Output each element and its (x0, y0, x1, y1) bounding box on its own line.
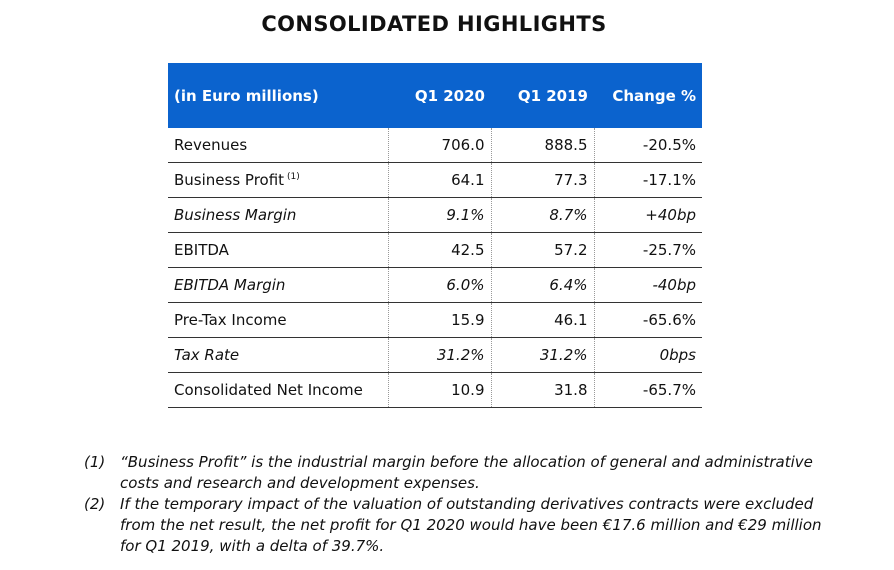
cell-q1-2019-text: 6.4% (549, 276, 588, 294)
row-label-text: Consolidated Net Income (174, 381, 363, 399)
table-row: Revenues 706.0 888.5 -20.5% (168, 128, 702, 163)
cell-q1-2020-text: 42.5 (451, 241, 485, 259)
row-label-text: EBITDA (174, 241, 229, 259)
cell-q1-2019: 6.4% (490, 267, 594, 303)
cell-change-text: -20.5% (642, 136, 696, 154)
table-row: Pre-Tax Income 15.9 46.1 -65.6% (168, 302, 702, 338)
cell-q1-2019-text: 31.8 (554, 381, 588, 399)
cell-q1-2020: 9.1% (387, 197, 491, 233)
row-label-text: Revenues (174, 136, 248, 154)
cell-q1-2019: 31.2% (490, 337, 594, 373)
cell-q1-2019: 888.5 (490, 128, 594, 163)
cell-change: 0bps (593, 337, 702, 373)
footnote-ref: (1) (287, 172, 300, 182)
page-title: CONSOLIDATED HIGHLIGHTS (261, 12, 607, 36)
cell-q1-2019-text: 77.3 (554, 171, 588, 189)
row-label: Revenues (168, 128, 388, 163)
cell-q1-2019: 31.8 (490, 372, 594, 408)
cell-change-text: +40bp (645, 206, 696, 224)
row-label: Pre-Tax Income (168, 302, 388, 338)
footnote-text: “Business Profit” is the industrial marg… (120, 453, 813, 492)
cell-q1-2020-text: 10.9 (451, 381, 485, 399)
footnote-number: (2) (84, 495, 106, 513)
cell-q1-2019: 57.2 (490, 232, 594, 268)
cell-q1-2020-text: 9.1% (446, 206, 485, 224)
cell-change: -40bp (593, 267, 702, 303)
footnote-1: (1) “Business Profit” is the industrial … (84, 452, 844, 494)
footnote-2: (2) If the temporary impact of the valua… (84, 494, 844, 557)
row-label: EBITDA (168, 232, 388, 268)
cell-change: -65.6% (593, 302, 702, 338)
cell-q1-2020: 10.9 (387, 372, 491, 408)
cell-change-text: -17.1% (642, 171, 696, 189)
cell-q1-2019-text: 888.5 (544, 136, 588, 154)
highlights-table: (in Euro millions) Q1 2020 Q1 2019 Chang… (168, 63, 702, 408)
header-change: Change % (594, 63, 702, 128)
row-label-text: EBITDA Margin (174, 276, 286, 294)
cell-change-text: -25.7% (642, 241, 696, 259)
cell-change-text: -65.7% (642, 381, 696, 399)
cell-q1-2019: 8.7% (490, 197, 594, 233)
header-units: (in Euro millions) (168, 63, 388, 128)
table-row: Business Profit (1) 64.1 77.3 -17.1% (168, 162, 702, 198)
cell-change-text: 0bps (659, 346, 696, 364)
row-label: Tax Rate (168, 337, 388, 373)
cell-q1-2019: 77.3 (490, 162, 594, 198)
cell-q1-2020-text: 706.0 (441, 136, 485, 154)
row-label-text: Business Margin (174, 206, 297, 224)
cell-q1-2020-text: 6.0% (446, 276, 485, 294)
cell-change: -65.7% (593, 372, 702, 408)
cell-change-text: -65.6% (642, 311, 696, 329)
cell-q1-2020: 706.0 (387, 128, 491, 163)
table-row: EBITDA Margin 6.0% 6.4% -40bp (168, 267, 702, 303)
cell-change: +40bp (593, 197, 702, 233)
cell-change: -25.7% (593, 232, 702, 268)
footnote-number: (1) (84, 453, 106, 471)
cell-q1-2020: 42.5 (387, 232, 491, 268)
cell-q1-2020-text: 64.1 (451, 171, 485, 189)
table-header-row: (in Euro millions) Q1 2020 Q1 2019 Chang… (168, 63, 702, 128)
row-label-text: Pre-Tax Income (174, 311, 287, 329)
cell-q1-2020: 64.1 (387, 162, 491, 198)
cell-q1-2020: 6.0% (387, 267, 491, 303)
row-label-text: Tax Rate (174, 346, 240, 364)
table-row: Business Margin 9.1% 8.7% +40bp (168, 197, 702, 233)
cell-change: -17.1% (593, 162, 702, 198)
cell-q1-2019-text: 46.1 (554, 311, 588, 329)
cell-q1-2020-text: 15.9 (451, 311, 485, 329)
cell-q1-2019: 46.1 (490, 302, 594, 338)
row-label: EBITDA Margin (168, 267, 388, 303)
cell-q1-2019-text: 31.2% (539, 346, 588, 364)
row-label: Consolidated Net Income (168, 372, 388, 408)
cell-q1-2019-text: 57.2 (554, 241, 588, 259)
cell-change: -20.5% (593, 128, 702, 163)
table-row: Consolidated Net Income 10.9 31.8 -65.7% (168, 372, 702, 408)
table-row: EBITDA 42.5 57.2 -25.7% (168, 232, 702, 268)
footnote-text: If the temporary impact of the valuation… (120, 495, 822, 555)
header-q1-2020: Q1 2020 (388, 63, 491, 128)
cell-q1-2019-text: 8.7% (549, 206, 588, 224)
footnotes: (1) “Business Profit” is the industrial … (84, 452, 844, 557)
cell-q1-2020: 15.9 (387, 302, 491, 338)
header-q1-2019: Q1 2019 (491, 63, 594, 128)
row-label: Business Margin (168, 197, 388, 233)
table-row: Tax Rate 31.2% 31.2% 0bps (168, 337, 702, 373)
cell-q1-2020-text: 31.2% (436, 346, 485, 364)
cell-change-text: -40bp (652, 276, 696, 294)
row-label-text: Business Profit (174, 171, 285, 189)
row-label: Business Profit (1) (168, 162, 388, 198)
cell-q1-2020: 31.2% (387, 337, 491, 373)
